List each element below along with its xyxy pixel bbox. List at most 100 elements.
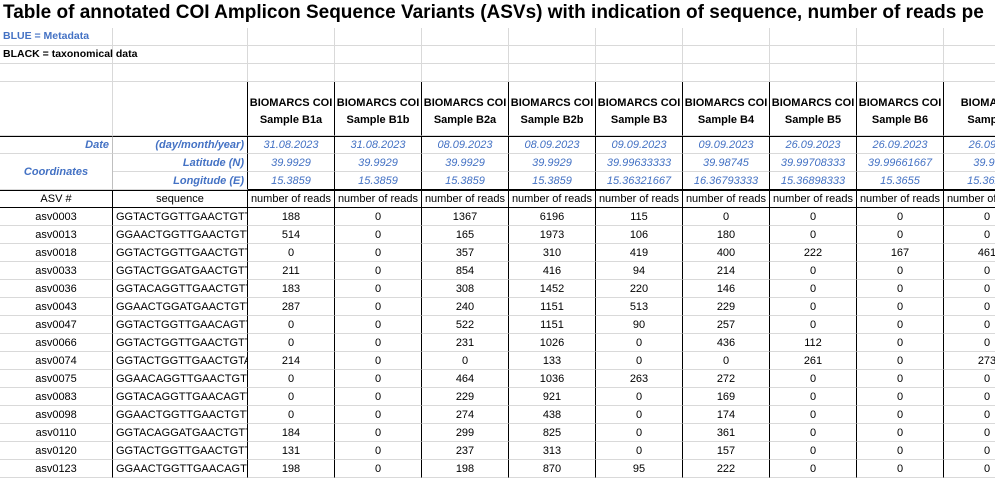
sample-latitude: 39.99661667 — [857, 154, 944, 172]
sample-project: BIOMARCS COI — [423, 97, 507, 109]
read-count: 95 — [596, 460, 683, 478]
asv-id: asv0036 — [0, 280, 113, 298]
read-count: 0 — [857, 208, 944, 226]
read-count: 0 — [596, 442, 683, 460]
read-count: 0 — [944, 388, 995, 406]
read-count: 0 — [857, 424, 944, 442]
read-count: 0 — [596, 334, 683, 352]
asv-id: asv0123 — [0, 460, 113, 478]
read-count: 188 — [248, 208, 335, 226]
read-count: 461 — [944, 244, 995, 262]
empty-cell — [857, 28, 944, 46]
sample-longitude: 15.3624 — [944, 172, 995, 190]
read-count: 0 — [248, 244, 335, 262]
read-count: 198 — [248, 460, 335, 478]
read-count: 167 — [857, 244, 944, 262]
sample-longitude: 15.36898333 — [770, 172, 857, 190]
read-count: 222 — [683, 460, 770, 478]
column-header: number of reads — [857, 190, 944, 208]
read-count: 0 — [335, 442, 422, 460]
read-count: 870 — [509, 460, 596, 478]
empty-cell — [0, 28, 113, 46]
read-count: 513 — [596, 298, 683, 316]
empty-cell — [596, 64, 683, 82]
read-count: 0 — [944, 424, 995, 442]
read-count: 0 — [857, 460, 944, 478]
sample-longitude: 15.3859 — [335, 172, 422, 190]
sequence: GGTACTGGTTGAACTGTTT — [113, 442, 248, 460]
sample-longitude: 15.3655 — [857, 172, 944, 190]
read-count: 272 — [683, 370, 770, 388]
asv-id: asv0003 — [0, 208, 113, 226]
read-count: 0 — [335, 262, 422, 280]
read-count: 0 — [596, 388, 683, 406]
read-count: 0 — [335, 460, 422, 478]
read-count: 184 — [248, 424, 335, 442]
empty-cell — [422, 46, 509, 64]
column-header: number of reads — [683, 190, 770, 208]
sample-name: Sample — [967, 114, 995, 126]
empty-cell — [113, 46, 248, 64]
read-count: 0 — [770, 370, 857, 388]
date-label: Date — [0, 136, 113, 154]
asv-id: asv0074 — [0, 352, 113, 370]
sequence: GGAACAGGTTGAACTGTTT — [113, 370, 248, 388]
read-count: 0 — [944, 298, 995, 316]
empty-cell — [422, 64, 509, 82]
sample-name: Sample B1b — [346, 114, 410, 126]
sample-latitude: 39.9929 — [248, 154, 335, 172]
empty-cell — [335, 28, 422, 46]
empty-cell — [509, 64, 596, 82]
read-count: 0 — [944, 370, 995, 388]
read-count: 165 — [422, 226, 509, 244]
read-count: 0 — [248, 370, 335, 388]
asv-id: asv0013 — [0, 226, 113, 244]
read-count: 220 — [596, 280, 683, 298]
read-count: 357 — [422, 244, 509, 262]
empty-cell — [770, 28, 857, 46]
read-count: 0 — [857, 352, 944, 370]
read-count: 0 — [944, 280, 995, 298]
empty-cell — [596, 28, 683, 46]
sample-header: BIOMARCS COI Sample B1b — [335, 82, 422, 136]
empty-cell — [113, 64, 248, 82]
sample-latitude: 39.9929 — [509, 154, 596, 172]
read-count: 0 — [335, 388, 422, 406]
read-count: 157 — [683, 442, 770, 460]
read-count: 0 — [857, 442, 944, 460]
read-count: 0 — [857, 262, 944, 280]
read-count: 0 — [335, 334, 422, 352]
empty-cell — [944, 46, 995, 64]
sequence: GGTACAGGTTGAACTGTTT — [113, 280, 248, 298]
read-count: 1973 — [509, 226, 596, 244]
read-count: 464 — [422, 370, 509, 388]
empty-cell — [248, 64, 335, 82]
sample-project: BIOMARC — [960, 97, 995, 109]
read-count: 0 — [770, 406, 857, 424]
sample-name: Sample B5 — [784, 114, 842, 126]
sample-longitude: 16.36793333 — [683, 172, 770, 190]
longitude-label: Longitude (E) — [113, 172, 248, 190]
read-count: 0 — [944, 334, 995, 352]
read-count: 310 — [509, 244, 596, 262]
read-count: 361 — [683, 424, 770, 442]
sample-name: Sample B2a — [433, 114, 497, 126]
empty-cell — [857, 46, 944, 64]
asv-id: asv0083 — [0, 388, 113, 406]
read-count: 0 — [857, 316, 944, 334]
sample-longitude: 15.36321667 — [596, 172, 683, 190]
read-count: 94 — [596, 262, 683, 280]
read-count: 0 — [857, 334, 944, 352]
sequence: GGTACAGGTTGAACAGTTT — [113, 388, 248, 406]
read-count: 0 — [857, 280, 944, 298]
column-header: ASV # — [0, 190, 113, 208]
sample-header: BIOMARC Sample — [944, 82, 995, 136]
sample-name: Sample B6 — [871, 114, 929, 126]
read-count: 222 — [770, 244, 857, 262]
sample-header: BIOMARCS COI Sample B3 — [596, 82, 683, 136]
read-count: 174 — [683, 406, 770, 424]
empty-cell — [509, 46, 596, 64]
empty-cell — [113, 82, 248, 136]
read-count: 0 — [770, 298, 857, 316]
